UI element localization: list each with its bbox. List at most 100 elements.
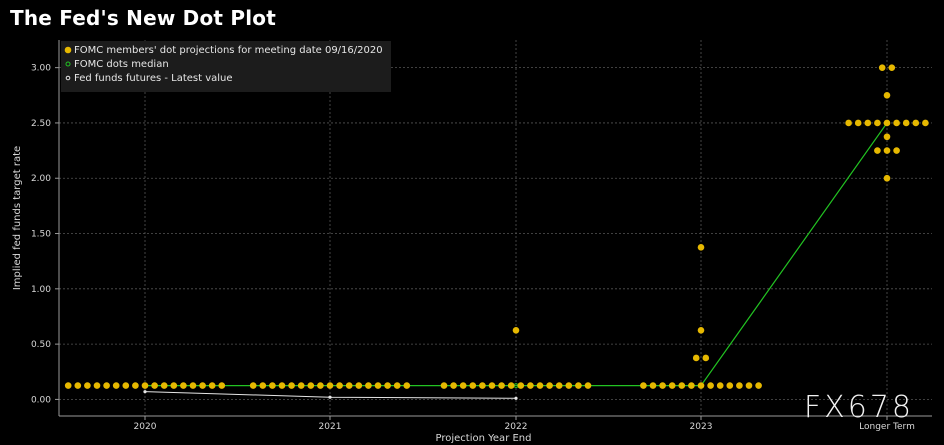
dot-projection [132,382,139,389]
x-tick-label: 2021 [319,422,342,432]
dot-projection [864,119,872,127]
dot-projection [208,382,216,389]
x-axis-label: Projection Year End [436,433,532,444]
dot-projection [469,382,477,389]
dot-projection [84,382,91,389]
futures-point [143,390,147,394]
legend-futures-marker [65,75,71,81]
dot-projection [640,382,647,389]
dot-projection [716,382,724,389]
dot-projection [678,382,686,389]
dot-projection [755,382,762,389]
dot-projection [874,147,881,154]
dot-projection [527,382,534,389]
dot-projection [355,382,363,389]
dot-projection [512,326,520,334]
dot-projection [180,382,187,389]
dot-projection [498,382,505,389]
dot-projection [74,382,82,389]
dot-series [64,64,929,389]
dot-projection [692,354,700,362]
dot-projection [893,147,900,154]
dot-projection [199,382,206,389]
dot-projection [726,382,734,389]
dot-projection [297,382,305,389]
dot-projection [374,382,382,389]
dot-projection [249,382,257,389]
dot-projection [697,382,705,389]
dot-projection [555,382,563,389]
legend-median-marker [65,61,71,67]
dot-projection [736,382,743,389]
y-axis-label: Implied fed funds target rate [12,146,23,290]
dot-projection [170,382,178,389]
dot-projection [64,382,72,389]
y-tick-label: 0.50 [31,340,51,350]
legend-entry: FOMC dots median [74,59,169,70]
legend: FOMC members' dot projections for meetin… [61,41,391,92]
dot-projection [384,382,391,389]
y-tick-label: 2.50 [31,119,51,129]
dot-projection [584,382,592,389]
dot-projection [707,382,714,389]
dot-projection [160,382,168,389]
dot-projection [93,382,101,389]
dot-projection [459,382,467,389]
dot-projection [218,382,226,389]
dot-projection [702,354,710,362]
legend-box [61,41,391,92]
dot-projection [874,119,881,127]
dot-projection [845,119,852,127]
dot-projection [565,382,573,389]
dot-projection [450,382,457,389]
dot-projection [745,382,753,389]
dot-projection [659,382,666,389]
dot-projection [912,119,920,127]
dot-projection [546,382,553,389]
dot-projection [393,382,401,389]
dot-projection [697,326,705,334]
dot-projection [697,244,705,251]
dot-projection [883,91,891,99]
dot-projection [536,382,544,389]
dot-projection [122,382,130,389]
dot-projection [189,382,197,389]
x-tick-label: 2023 [690,422,713,432]
dot-projection [854,119,862,127]
dot-projection [883,147,891,154]
dot-projection [479,382,486,389]
y-tick-label: 1.50 [31,230,51,240]
y-tick-label: 3.00 [31,64,51,74]
y-tick-label: 1.00 [31,285,51,295]
dot-projection [668,382,676,389]
dot-projection [112,382,120,389]
dot-projection [888,64,896,71]
grid-lines [59,40,932,416]
x-tick-label: 2020 [134,422,157,432]
dot-projection [878,64,886,71]
dot-projection [403,382,411,389]
chart-title: The Fed's New Dot Plot [10,6,276,30]
dot-projection [507,382,515,389]
dot-projection [440,382,448,389]
axes: 0.00 0.50 1.00 1.50 2.00 2.50 3.00 2020 2021 2022… [12,40,932,444]
dot-projection [902,119,910,127]
x-tick-label: 2022 [505,422,528,432]
dot-projection [317,382,324,389]
futures-point [328,395,332,399]
dot-projection [893,119,900,127]
dot-projection [259,382,267,389]
futures-series [143,390,518,400]
dot-projection [288,382,295,389]
dot-projection [488,382,496,389]
watermark: FX678 [803,390,914,425]
y-tick-label: 2.00 [31,174,51,184]
dot-projection [688,382,695,389]
dot-projection [517,382,525,389]
legend-dot-marker [64,46,72,54]
legend-entry: Fed funds futures - Latest value [74,73,233,84]
dot-projection [269,382,276,389]
dot-projection [883,174,891,182]
dot-projection [151,382,158,389]
dot-projection [307,382,315,389]
